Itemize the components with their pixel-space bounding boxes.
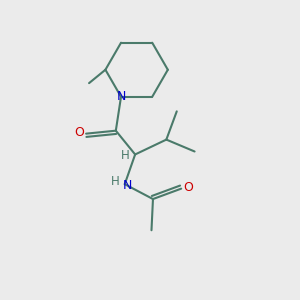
Text: H: H — [121, 149, 130, 162]
Text: O: O — [183, 181, 193, 194]
Text: N: N — [116, 90, 126, 103]
Text: N: N — [123, 179, 132, 192]
Text: H: H — [111, 175, 120, 188]
Text: O: O — [75, 126, 85, 139]
